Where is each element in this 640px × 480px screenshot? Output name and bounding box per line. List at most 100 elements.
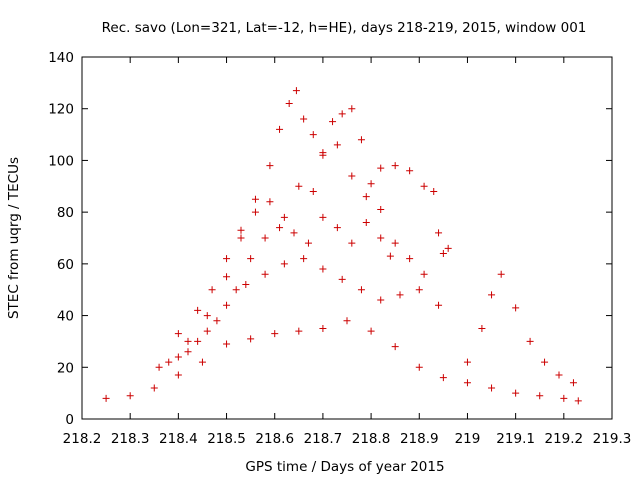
data-point bbox=[357, 136, 365, 144]
data-point bbox=[512, 389, 520, 397]
data-point bbox=[213, 317, 221, 325]
data-point bbox=[319, 151, 327, 159]
data-point bbox=[439, 374, 447, 382]
data-point bbox=[463, 379, 471, 387]
x-tick-label: 219.3 bbox=[593, 431, 632, 447]
y-tick-label: 120 bbox=[48, 102, 74, 118]
data-point bbox=[155, 363, 163, 371]
data-point bbox=[488, 291, 496, 299]
data-point bbox=[223, 273, 231, 281]
x-tick-label: 218.5 bbox=[207, 431, 246, 447]
data-point bbox=[203, 312, 211, 320]
data-point bbox=[165, 358, 173, 366]
data-point bbox=[367, 180, 375, 188]
data-point bbox=[319, 265, 327, 273]
data-point bbox=[333, 141, 341, 149]
data-point bbox=[406, 167, 414, 175]
data-point bbox=[536, 392, 544, 400]
data-point bbox=[338, 110, 346, 118]
data-point bbox=[237, 234, 245, 242]
data-point bbox=[348, 105, 356, 113]
data-point bbox=[174, 371, 182, 379]
data-point bbox=[184, 348, 192, 356]
data-point bbox=[430, 187, 438, 195]
data-point bbox=[184, 337, 192, 345]
data-point bbox=[555, 371, 563, 379]
data-point bbox=[420, 182, 428, 190]
x-tick-label: 218.7 bbox=[304, 431, 343, 447]
x-tick-label: 219 bbox=[455, 431, 481, 447]
x-tick-label: 218.6 bbox=[255, 431, 294, 447]
data-point bbox=[415, 286, 423, 294]
data-point bbox=[357, 286, 365, 294]
data-point bbox=[251, 208, 259, 216]
data-point bbox=[319, 325, 327, 332]
data-points bbox=[102, 87, 582, 405]
data-point bbox=[251, 195, 259, 203]
data-point bbox=[377, 234, 385, 242]
data-point bbox=[174, 353, 182, 361]
x-tick-label: 218.9 bbox=[400, 431, 439, 447]
y-tick-label: 40 bbox=[57, 309, 74, 325]
data-point bbox=[329, 118, 337, 126]
data-point bbox=[348, 239, 356, 247]
data-point bbox=[560, 394, 568, 402]
data-point bbox=[266, 198, 274, 206]
data-point bbox=[276, 125, 284, 133]
data-point bbox=[377, 206, 385, 214]
data-point bbox=[574, 397, 582, 405]
data-point bbox=[198, 358, 206, 366]
data-point bbox=[203, 327, 211, 335]
y-tick-label: 100 bbox=[48, 153, 74, 169]
data-point bbox=[386, 252, 394, 260]
data-point bbox=[406, 255, 414, 263]
chart-title: Rec. savo (Lon=321, Lat=-12, h=HE), days… bbox=[102, 20, 587, 36]
data-point bbox=[223, 340, 231, 348]
data-point bbox=[435, 301, 443, 309]
data-point bbox=[266, 162, 274, 170]
data-point bbox=[444, 244, 452, 252]
data-point bbox=[367, 327, 375, 335]
data-point bbox=[194, 337, 202, 345]
y-axis-ticks: 0 20 40 60 80 100 120 140 bbox=[48, 50, 612, 428]
data-point bbox=[174, 330, 182, 338]
y-tick-label: 80 bbox=[57, 205, 74, 221]
data-point bbox=[569, 379, 577, 387]
data-point bbox=[247, 335, 255, 343]
data-point bbox=[194, 306, 202, 314]
x-tick-label: 218.4 bbox=[159, 431, 198, 447]
data-point bbox=[338, 275, 346, 283]
data-point bbox=[512, 304, 520, 312]
data-point bbox=[261, 234, 269, 242]
data-point bbox=[300, 255, 308, 263]
x-tick-label: 218.2 bbox=[63, 431, 102, 447]
x-axis-label: GPS time / Days of year 2015 bbox=[245, 459, 444, 475]
data-point bbox=[292, 87, 300, 95]
data-point bbox=[261, 270, 269, 278]
x-tick-label: 218.8 bbox=[352, 431, 391, 447]
data-point bbox=[102, 394, 110, 402]
data-point bbox=[280, 213, 288, 221]
data-point bbox=[391, 239, 399, 247]
data-point bbox=[223, 255, 231, 263]
y-tick-label: 0 bbox=[65, 412, 74, 428]
data-point bbox=[343, 317, 351, 325]
data-point bbox=[280, 260, 288, 268]
data-point bbox=[348, 172, 356, 180]
data-point bbox=[285, 100, 293, 108]
plot-frame bbox=[81, 56, 613, 420]
data-point bbox=[541, 358, 549, 366]
y-tick-label: 60 bbox=[57, 257, 74, 273]
data-point bbox=[295, 327, 303, 335]
data-point bbox=[237, 226, 245, 234]
data-point bbox=[232, 286, 240, 294]
data-point bbox=[333, 224, 341, 232]
data-point bbox=[247, 255, 255, 263]
data-point bbox=[309, 131, 317, 139]
data-point bbox=[309, 187, 317, 195]
data-point bbox=[304, 239, 312, 247]
data-point bbox=[319, 213, 327, 221]
data-point bbox=[377, 164, 385, 172]
data-point bbox=[362, 193, 370, 201]
data-point bbox=[435, 229, 443, 237]
